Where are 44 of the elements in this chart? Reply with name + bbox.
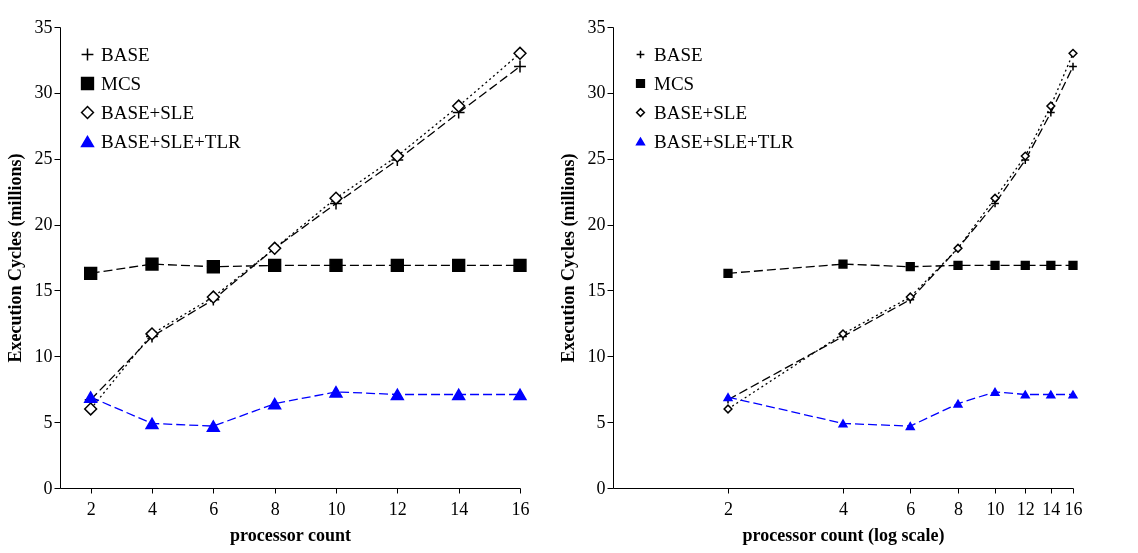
- y-tick-label: 0: [596, 477, 606, 498]
- legend-label: BASE+SLE+TLR: [654, 130, 794, 152]
- x-tick-label: 4: [148, 498, 157, 519]
- x-tick-label: 10: [986, 498, 1005, 519]
- x-tick-label: 14: [1042, 498, 1061, 519]
- y-tick-label: 5: [43, 411, 53, 432]
- y-tick-label: 15: [587, 279, 606, 300]
- y-tick-label: 10: [587, 345, 606, 366]
- legend-label: BASE: [101, 43, 150, 65]
- legend-label: BASE+SLE+TLR: [101, 130, 241, 152]
- legend-label: MCS: [101, 72, 142, 94]
- y-tick-label: 0: [43, 477, 53, 498]
- x-tick-label: 16: [1064, 498, 1083, 519]
- legend-label: BASE+SLE: [654, 101, 748, 123]
- y-tick-label: 25: [34, 148, 53, 169]
- x-tick-label: 16: [511, 498, 530, 519]
- legend-label: BASE+SLE: [101, 101, 195, 123]
- y-tick-label: 20: [587, 214, 606, 235]
- x-tick-label: 6: [906, 498, 916, 519]
- y-tick-label: 30: [587, 82, 606, 103]
- y-axis-title: Execution Cycles (millions): [4, 153, 26, 363]
- x-tick-label: 10: [327, 498, 346, 519]
- x-tick-label: 12: [1016, 498, 1035, 519]
- x-tick-label: 2: [724, 498, 733, 519]
- y-tick-label: 35: [34, 16, 53, 37]
- legend-label: MCS: [654, 72, 695, 94]
- y-tick-label: 25: [587, 148, 606, 169]
- x-tick-label: 2: [86, 498, 96, 519]
- x-tick-label: 12: [388, 498, 407, 519]
- x-tick-label: 6: [209, 498, 219, 519]
- x-tick-label: 8: [954, 498, 963, 519]
- legend-label: BASE: [654, 43, 703, 65]
- x-tick-label: 8: [270, 498, 280, 519]
- y-tick-label: 15: [34, 279, 53, 300]
- y-tick-label: 5: [596, 411, 606, 432]
- y-tick-label: 35: [587, 16, 606, 37]
- x-axis-title: processor count: [230, 524, 351, 545]
- y-tick-label: 30: [34, 82, 53, 103]
- y-tick-label: 10: [34, 345, 53, 366]
- x-axis-title: processor count (log scale): [742, 524, 945, 546]
- x-tick-label: 14: [450, 498, 469, 519]
- x-tick-label: 4: [839, 498, 848, 519]
- y-axis-title: Execution Cycles (millions): [557, 153, 579, 363]
- y-tick-label: 20: [34, 214, 53, 235]
